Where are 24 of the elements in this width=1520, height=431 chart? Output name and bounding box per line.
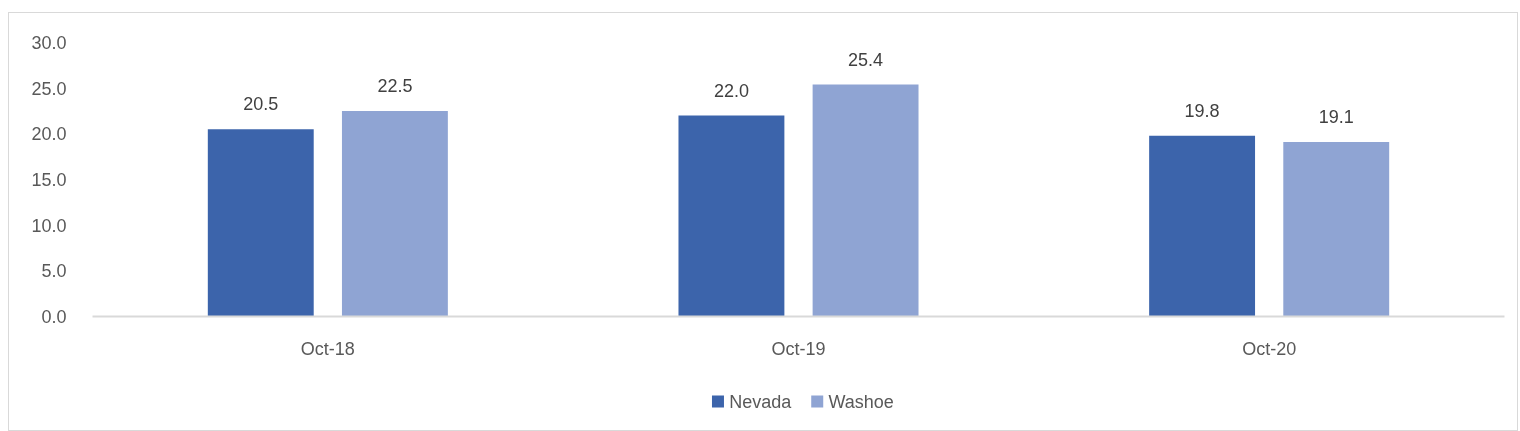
bar (1283, 142, 1390, 317)
legend-label: Nevada (729, 391, 793, 412)
bar (812, 84, 919, 317)
y-tick-label: 15.0 (31, 170, 67, 190)
y-tick-label: 0.0 (41, 307, 67, 327)
y-tick-label: 5.0 (41, 261, 67, 282)
bar (1149, 135, 1256, 317)
data-label: 25.4 (848, 49, 884, 70)
y-tick-label: 30.0 (31, 33, 67, 53)
y-tick-label: 10.0 (31, 215, 67, 236)
x-tick-label: Oct-18 (300, 338, 355, 359)
data-label: 22.5 (377, 76, 413, 96)
bar (678, 115, 785, 317)
x-tick-label: Oct-19 (771, 338, 826, 359)
legend-label: Washoe (828, 391, 894, 412)
x-tick-label: Oct-20 (1242, 338, 1297, 359)
data-label: 19.1 (1318, 107, 1354, 128)
data-label: 22.0 (713, 80, 749, 101)
y-tick-label: 20.0 (31, 124, 67, 145)
data-label: 19.8 (1184, 100, 1220, 121)
y-tick-label: 25.0 (31, 78, 67, 99)
bar (341, 111, 448, 317)
bar (207, 129, 314, 317)
data-label: 20.5 (243, 94, 279, 115)
